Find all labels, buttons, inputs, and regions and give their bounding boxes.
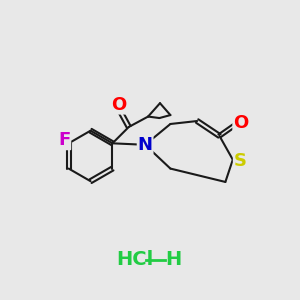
Text: N: N [138, 136, 153, 154]
Text: H: H [166, 250, 182, 269]
Text: O: O [233, 113, 248, 131]
Text: HCl: HCl [116, 250, 154, 269]
Text: S: S [234, 152, 247, 170]
Text: O: O [111, 96, 126, 114]
Text: F: F [58, 131, 70, 149]
